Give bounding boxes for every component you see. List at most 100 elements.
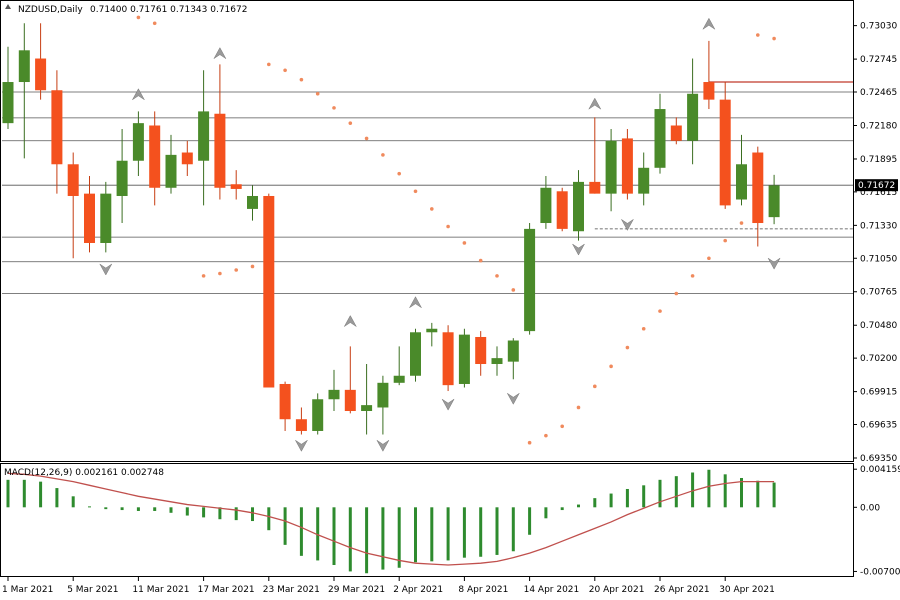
sar-point [690,274,695,278]
price-tick-label: 0.70200 [860,354,897,364]
candle [2,82,14,124]
macd-bar [577,504,580,508]
candle [18,50,30,83]
sar-point [201,274,206,278]
macd-bar [609,493,613,508]
candle [149,125,161,188]
macd-tick-label: -0.007003 [860,567,900,577]
sar-point [527,440,532,445]
sar-point [267,62,271,67]
sar-point [625,345,630,350]
candle [165,154,177,188]
candle [328,389,340,400]
macd-tick-label: 0.004159 [860,465,900,475]
sar-point [462,241,467,245]
sar-point [593,384,597,389]
candle [51,90,63,165]
sar-point [658,309,662,313]
sar-point [397,171,402,176]
macd-bar [332,507,336,566]
fractals [99,17,781,452]
candle [393,375,405,383]
candle [524,228,536,332]
date-tick-label: 1 Mar 2021 [2,585,53,595]
macd-bar [414,507,417,563]
candle [100,193,112,243]
macd-bar [22,479,26,508]
macd-bar [528,507,532,535]
candle [670,125,682,141]
macd-bar [658,479,662,508]
macd-bar [71,496,75,508]
sar-point [772,36,776,41]
candle [654,109,666,168]
sar-point [250,264,255,269]
macd-bar [234,507,238,521]
parabolic-sar [136,15,776,445]
date-tick-label: 14 Apr 2021 [524,585,580,595]
macd-bar [348,507,352,572]
price-tick-label: 0.72180 [860,121,897,131]
sar-point [364,136,369,141]
sar-point [299,77,304,82]
sar-point [495,274,499,278]
sar-point [218,271,222,276]
sar-point [739,221,744,225]
sar-point [576,405,581,410]
sar-point [283,68,287,73]
candle [312,399,324,431]
candle [198,111,210,161]
sar-point [674,291,679,296]
date-tick-label: 8 Apr 2021 [458,585,508,595]
fractal-up-arrow [588,97,602,110]
price-tick-label: 0.71050 [860,254,897,264]
sar-point [641,326,646,331]
fractal-down-arrow [295,440,308,452]
macd-bar [299,507,303,556]
fractal-down-arrow [572,243,585,256]
candles [2,23,780,435]
ohlc-label: 0.71400 0.71761 0.71343 0.71672 [90,5,247,15]
price-tick-label: 0.71895 [860,155,897,165]
macd-bar [625,488,629,508]
candle [491,358,503,365]
candle [263,195,275,388]
candle [589,181,601,194]
sar-point [756,33,760,37]
date-tick-label: 29 Mar 2021 [328,585,385,595]
macd-bar [642,485,646,508]
price-tick-label: 0.70480 [860,321,897,331]
chart-menu-icon[interactable] [5,4,11,9]
candle [442,332,454,386]
price-tick-label: 0.73030 [860,22,897,32]
macd-bar [772,482,776,508]
price-tick-label: 0.69915 [860,388,897,398]
macd-tick-label: 0.00 [860,503,880,513]
fractal-down-arrow [376,440,390,452]
date-tick-label: 20 Apr 2021 [589,585,645,595]
fractal-up-arrow [409,296,422,308]
macd-bar [544,507,548,519]
macd-bar [267,507,271,531]
price-tick-label: 0.70765 [860,288,897,298]
sar-point [315,91,320,96]
candle [605,140,617,194]
sar-point [609,364,613,369]
price-tick-label: 0.72465 [860,88,897,98]
time-axis: 1 Mar 2021 5 Mar 2021 11 Mar 2021 17 Mar 20… [2,577,775,595]
candle [116,160,128,196]
fractal-down-arrow [621,219,634,231]
macd-bar [723,474,727,508]
candle [573,181,584,232]
candle [475,336,487,365]
macd-bar [251,507,254,522]
candle [84,193,95,243]
candle [214,113,226,188]
date-tick-label: 26 Apr 2021 [654,585,710,595]
macd-bar [283,507,287,545]
sar-point [446,224,450,229]
macd-bar [740,477,743,508]
macd-bar [691,472,695,508]
candle [132,123,144,161]
